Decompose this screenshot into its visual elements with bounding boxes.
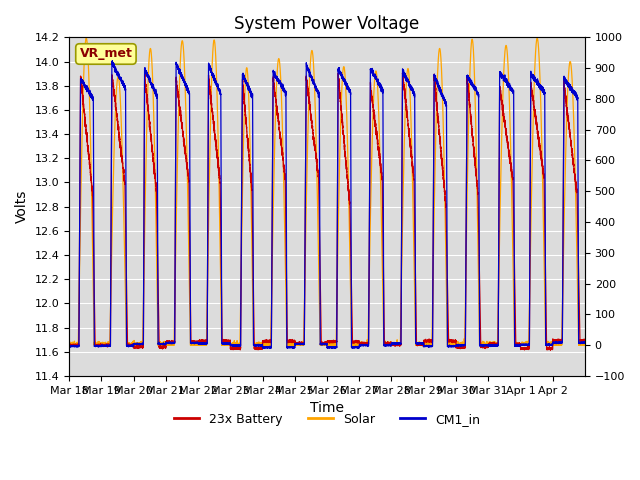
- Y-axis label: Volts: Volts: [15, 190, 29, 223]
- X-axis label: Time: Time: [310, 401, 344, 415]
- Legend: 23x Battery, Solar, CM1_in: 23x Battery, Solar, CM1_in: [169, 408, 484, 431]
- Text: VR_met: VR_met: [79, 48, 132, 60]
- Title: System Power Voltage: System Power Voltage: [234, 15, 420, 33]
